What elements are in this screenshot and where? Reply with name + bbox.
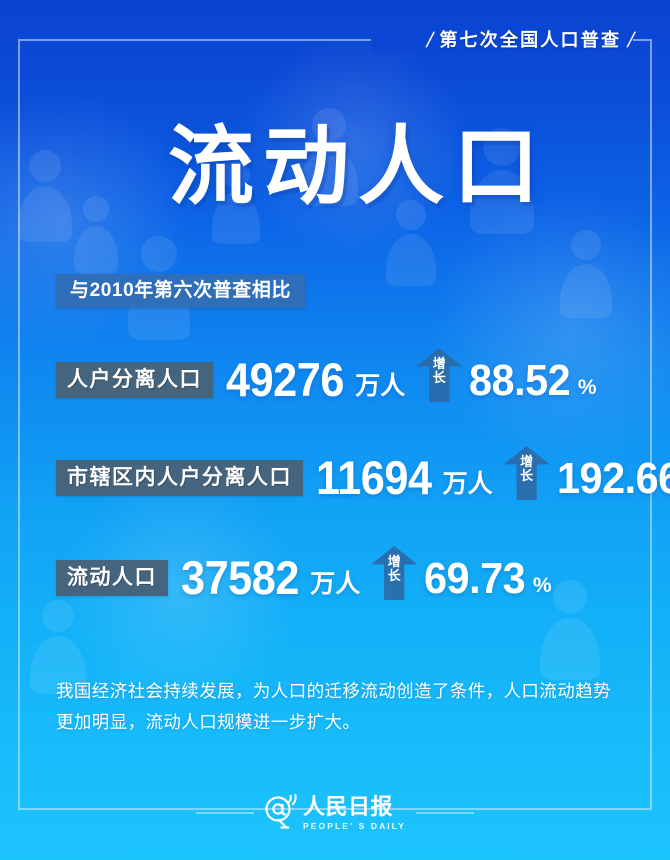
brand-names: 人民日报 PEOPLE' S DAILY	[303, 793, 406, 831]
growth-arrow-icon: 增 长	[371, 546, 418, 600]
frame-gap-mask	[371, 28, 633, 52]
stat-value: 49276	[226, 352, 344, 406]
stat-change-value: 88.52	[469, 355, 571, 405]
kicker-slash-left: /	[423, 28, 436, 52]
arrow-label-char-2: 长	[520, 468, 534, 483]
arrow-label-char-2: 长	[387, 568, 401, 583]
stat-unit: 万人	[355, 372, 406, 400]
stat-row: 人户分离人口 49276 万人 增 长 88.52 %	[56, 346, 597, 406]
stat-label-badge: 市辖区内人户分离人口	[56, 460, 303, 496]
stat-change-sign: %	[577, 376, 597, 399]
growth-arrow-icon: 增 长	[503, 446, 550, 500]
kicker-text: 第七次全国人口普查	[439, 30, 622, 50]
stat-row: 市辖区内人户分离人口 11694 万人 增 长 192.66 %	[56, 444, 670, 504]
arrow-label: 增 长	[504, 455, 550, 483]
comparison-chip: 与2010年第六次普查相比	[56, 274, 306, 308]
stat-row: 流动人口 37582 万人 增 长 69.73 %	[56, 544, 552, 604]
arrow-label-char-1: 增	[520, 454, 534, 469]
footer-logo-bar: 人民日报 PEOPLE' S DAILY	[0, 793, 670, 833]
stat-unit: 万人	[310, 570, 361, 598]
page-title: 流动人口	[168, 119, 548, 215]
arrow-label-char-1: 增	[387, 554, 401, 569]
stat-unit: 万人	[442, 470, 493, 498]
person-silhouette	[18, 150, 72, 242]
header-kicker: / 第七次全国人口普查 /	[423, 26, 637, 54]
stat-label-badge: 人户分离人口	[56, 362, 213, 398]
stat-change-value: 69.73	[424, 553, 526, 603]
stat-value: 37582	[181, 550, 299, 604]
person-silhouette	[560, 230, 612, 318]
arrow-label: 增 长	[416, 357, 462, 385]
brand-name-en: PEOPLE' S DAILY	[302, 821, 407, 831]
at-microphone-icon	[264, 793, 298, 833]
summary-paragraph: 我国经济社会持续发展，为人口的迁移流动创造了条件，人口流动趋势更加明显，流动人口…	[56, 681, 611, 732]
footer-rule-right	[416, 812, 475, 814]
growth-arrow-icon: 增 长	[416, 348, 463, 402]
person-silhouette	[74, 196, 118, 274]
brand-name-cn: 人民日报	[302, 794, 393, 819]
arrow-label-char-1: 增	[432, 356, 446, 371]
stat-change-value: 192.66	[556, 453, 670, 503]
arrow-label: 增 长	[371, 555, 417, 583]
stat-change-sign: %	[532, 574, 552, 597]
peoples-daily-logo: 人民日报 PEOPLE' S DAILY	[264, 793, 406, 833]
arrow-label-char-2: 长	[432, 370, 446, 385]
stat-value: 11694	[316, 450, 432, 504]
stat-label-badge: 流动人口	[56, 560, 168, 596]
footer-rule-left	[195, 812, 254, 814]
kicker-slash-right: /	[625, 28, 637, 52]
